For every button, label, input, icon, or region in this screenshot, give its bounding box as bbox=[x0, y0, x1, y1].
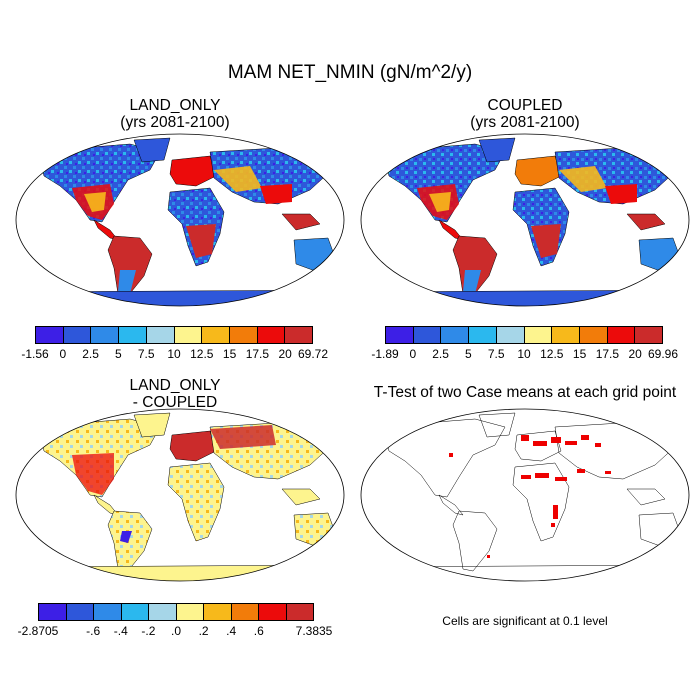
map-land-only bbox=[15, 133, 345, 307]
colorbar-swatch bbox=[229, 327, 258, 343]
colorbar-swatch bbox=[66, 604, 94, 620]
colorbar-tick-label: .6 bbox=[253, 624, 264, 638]
map-difference bbox=[15, 408, 345, 582]
colorbar-swatch bbox=[635, 327, 663, 343]
colorbar-swatch bbox=[94, 604, 122, 620]
colorbar-swatch bbox=[524, 327, 553, 343]
colorbar-tick-label: 17.5 bbox=[245, 347, 270, 361]
colorbar-swatch bbox=[286, 604, 313, 620]
panel-title-difference: LAND_ONLY - COUPLED bbox=[129, 377, 221, 411]
colorbar-tick-label: 12.5 bbox=[190, 347, 214, 361]
colorbar-tick-label: 0 bbox=[409, 347, 417, 361]
colorbar-swatch bbox=[231, 604, 259, 620]
colorbar-swatch bbox=[63, 327, 92, 343]
map-coupled bbox=[360, 133, 690, 307]
colorbar-labels-coupled: -1.89 0 2.5 5 7.5 10 12.5 15 17.5 20 69.96 bbox=[371, 347, 678, 363]
colorbar-swatch bbox=[176, 604, 204, 620]
colorbar-swatch bbox=[469, 327, 497, 343]
colorbar-tick-label: 0 bbox=[59, 347, 67, 361]
panel-title-coupled: COUPLED (yrs 2081-2100) bbox=[470, 97, 580, 131]
colorbar-tick-label: 15 bbox=[222, 347, 237, 361]
colorbar-difference bbox=[38, 603, 314, 621]
map-ttest bbox=[360, 408, 690, 582]
colorbar-swatch bbox=[202, 327, 230, 343]
significance-note: Cells are significant at 0.1 level bbox=[442, 614, 608, 628]
colorbar-coupled bbox=[385, 326, 663, 344]
colorbar-swatch bbox=[259, 604, 287, 620]
colorbar-tick-label: 69.72 bbox=[297, 347, 329, 361]
colorbar-tick-label: 12.5 bbox=[540, 347, 564, 361]
panel-title-ttest: T-Test of two Case means at each grid po… bbox=[373, 384, 677, 401]
colorbar-swatch bbox=[149, 604, 177, 620]
colorbar-tick-label: 2.5 bbox=[82, 347, 99, 361]
colorbar-swatch bbox=[285, 327, 313, 343]
colorbar-tick-label: 7.3835 bbox=[295, 624, 333, 638]
colorbar-tick-label: 2.5 bbox=[432, 347, 449, 361]
colorbar-tick-label: -.6 bbox=[86, 624, 101, 638]
colorbar-swatch bbox=[607, 327, 636, 343]
colorbar-swatch bbox=[386, 327, 414, 343]
colorbar-swatch bbox=[146, 327, 175, 343]
colorbar-swatch bbox=[204, 604, 232, 620]
colorbar-tick-label: 7.5 bbox=[137, 347, 155, 361]
colorbar-tick-label: -1.56 bbox=[21, 347, 49, 361]
colorbar-swatch bbox=[174, 327, 203, 343]
colorbar-swatch bbox=[119, 327, 147, 343]
colorbar-tick-label: -2.8705 bbox=[17, 624, 59, 638]
colorbar-tick-label: 10 bbox=[167, 347, 181, 361]
colorbar-tick-label: 5 bbox=[465, 347, 472, 361]
panel-title-land-only: LAND_ONLY (yrs 2081-2100) bbox=[120, 97, 230, 131]
colorbar-swatch bbox=[39, 604, 67, 620]
colorbar-land-only bbox=[35, 326, 313, 344]
colorbar-tick-label: -.4 bbox=[113, 624, 128, 638]
colorbar-tick-label: 69.96 bbox=[647, 347, 679, 361]
colorbar-tick-label: 15 bbox=[572, 347, 587, 361]
colorbar-swatch bbox=[91, 327, 120, 343]
colorbar-swatch bbox=[552, 327, 580, 343]
colorbar-swatch bbox=[121, 604, 149, 620]
colorbar-tick-label: 7.5 bbox=[487, 347, 505, 361]
colorbar-labels-difference: -2.8705 -.6 -.4 -.2 .0 .2 .4 .6 7.3835 bbox=[18, 624, 333, 640]
colorbar-tick-label: 20 bbox=[278, 347, 292, 361]
main-title: MAM NET_NMIN (gN/m^2/y) bbox=[227, 62, 473, 83]
colorbar-swatch bbox=[413, 327, 442, 343]
colorbar-tick-label: .2 bbox=[198, 624, 209, 638]
colorbar-tick-label: 17.5 bbox=[595, 347, 620, 361]
colorbar-swatch bbox=[441, 327, 470, 343]
colorbar-tick-label: -.2 bbox=[141, 624, 156, 638]
colorbar-tick-label: .0 bbox=[170, 624, 182, 638]
colorbar-tick-label: .4 bbox=[226, 624, 237, 638]
colorbar-swatch bbox=[496, 327, 525, 343]
colorbar-swatch bbox=[579, 327, 608, 343]
colorbar-tick-label: 10 bbox=[517, 347, 531, 361]
colorbar-swatch bbox=[36, 327, 64, 343]
colorbar-labels-land-only: -1.56 0 2.5 5 7.5 10 12.5 15 17.5 20 69.72 bbox=[21, 347, 328, 363]
colorbar-tick-label: -1.89 bbox=[371, 347, 399, 361]
colorbar-swatch bbox=[257, 327, 286, 343]
colorbar-tick-label: 20 bbox=[628, 347, 642, 361]
colorbar-tick-label: 5 bbox=[115, 347, 122, 361]
